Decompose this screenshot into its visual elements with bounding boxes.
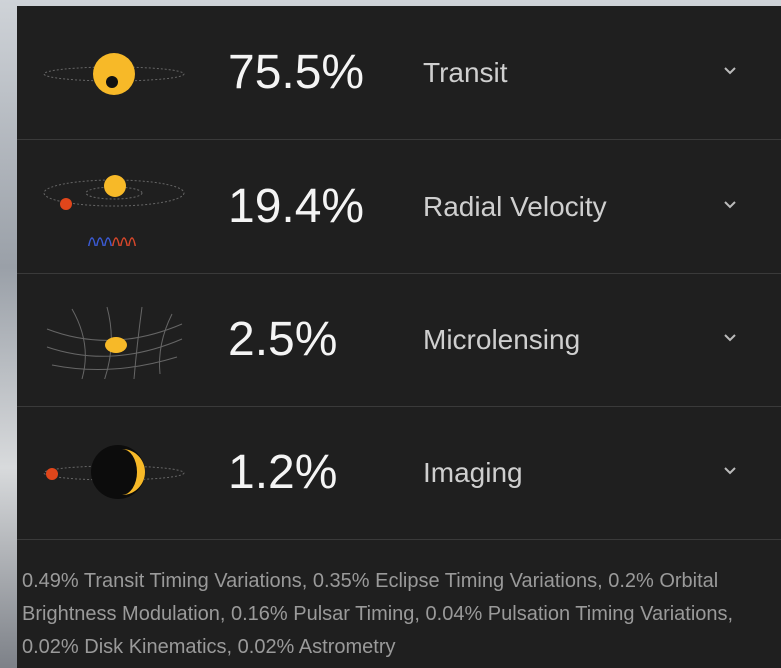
method-row[interactable]: 1.2% Imaging: [17, 406, 781, 540]
other-methods-note: 0.49% Transit Timing Variations, 0.35% E…: [22, 570, 734, 658]
chevron[interactable]: [722, 199, 738, 211]
method-row[interactable]: 19.4% Radial Velocity: [17, 140, 781, 274]
chevron[interactable]: [722, 465, 738, 477]
method-name: Imaging: [423, 457, 523, 488]
method-name: Radial Velocity: [423, 191, 607, 222]
radial-velocity-icon: [43, 175, 185, 246]
method-row[interactable]: 75.5% Transit: [17, 6, 781, 140]
percent: 2.5%: [228, 313, 338, 366]
transit-icon: [43, 53, 185, 95]
chevron[interactable]: [722, 65, 738, 77]
method-name: Microlensing: [423, 324, 581, 355]
percent: 1.2%: [228, 446, 338, 499]
method-row[interactable]: 2.5% Microlensing: [17, 273, 781, 407]
imaging-icon: [43, 445, 185, 499]
percent: 19.4%: [228, 180, 365, 233]
methods-panel: 75.5% Transit 19.4% Radial Velocity 2.5%…: [17, 6, 781, 668]
chevron[interactable]: [722, 332, 738, 344]
microlensing-icon: [46, 306, 183, 379]
percent: 75.5%: [228, 46, 365, 99]
method-name: Transit: [423, 57, 508, 88]
